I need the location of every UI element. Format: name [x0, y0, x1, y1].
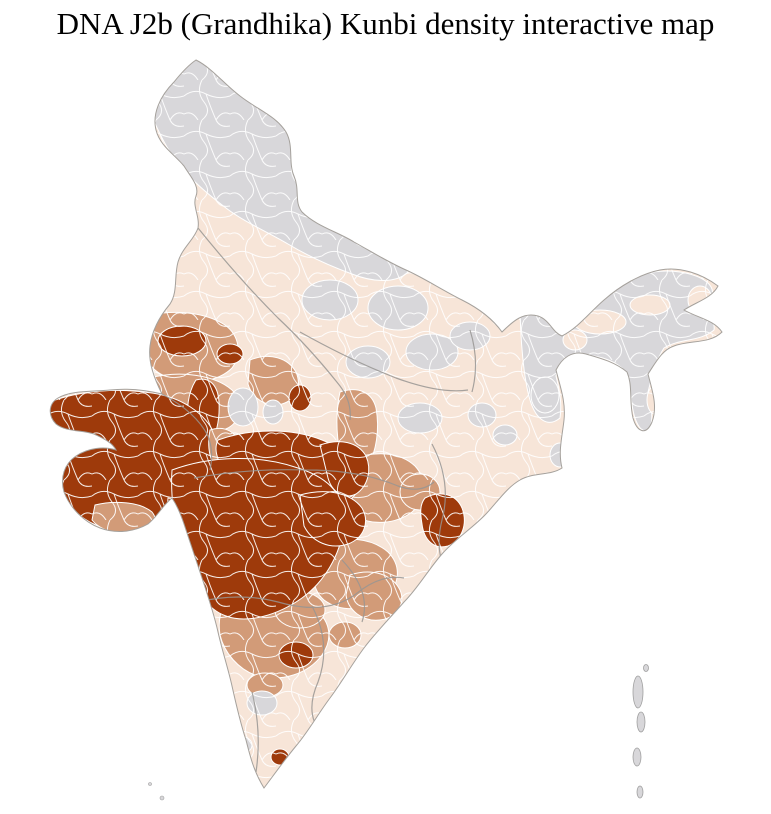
india-outline [49, 59, 723, 789]
region-andaman-islands[interactable] [632, 664, 649, 799]
state-borders [161, 227, 477, 773]
page-title: DNA J2b (Grandhika) Kunbi density intera… [56, 6, 715, 41]
region-lakshadweep-islands[interactable] [148, 782, 165, 801]
